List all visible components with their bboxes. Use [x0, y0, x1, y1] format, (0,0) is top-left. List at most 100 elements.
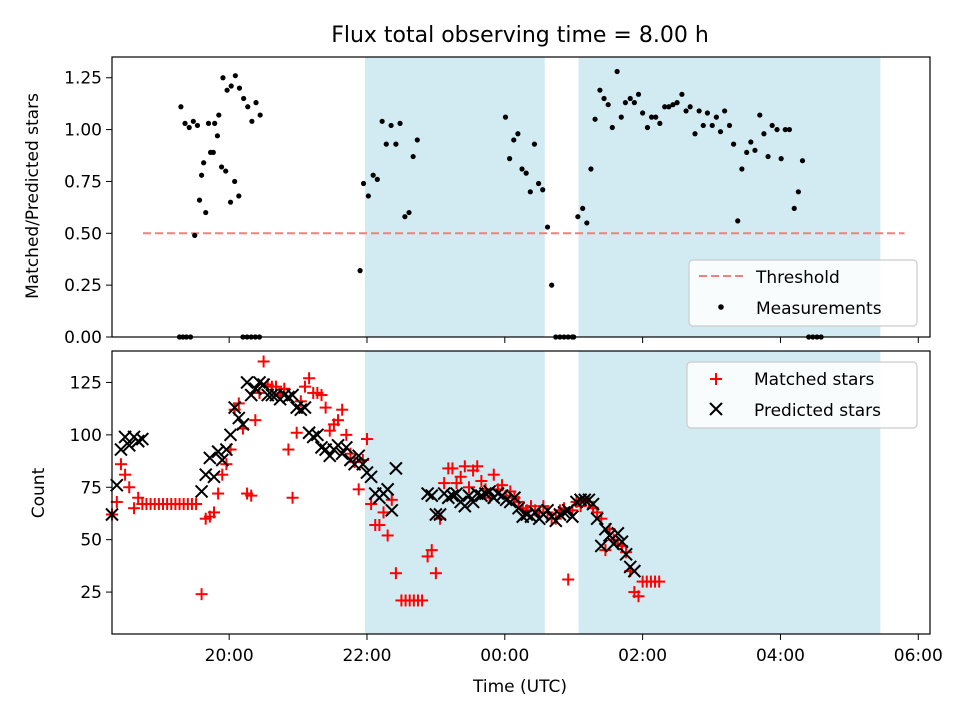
measurement-point — [618, 114, 624, 120]
x-tick-label: 06:00 — [894, 646, 943, 666]
predicted-star-marker — [478, 486, 493, 501]
matched-star-marker — [249, 414, 262, 427]
measurement-point — [253, 100, 259, 106]
predicted-star-marker — [586, 497, 600, 511]
measurement-point — [799, 158, 806, 164]
measurement-point — [614, 68, 620, 75]
matched-star-marker — [377, 506, 390, 519]
matched-star-marker — [475, 474, 488, 487]
matched-star-marker — [425, 544, 438, 557]
measurement-point — [653, 114, 659, 120]
predicted-star-marker — [615, 535, 629, 549]
measurement-point — [735, 218, 741, 224]
measurement-point — [374, 176, 380, 182]
y-tick-label: 25 — [80, 583, 102, 603]
predicted-star-marker — [565, 509, 580, 524]
measurement-point — [713, 114, 719, 120]
measurement-point — [224, 87, 230, 93]
predicted-star-marker — [211, 444, 225, 459]
measurement-point — [216, 112, 222, 118]
predicted-star-marker — [194, 484, 209, 499]
predicted-star-marker — [520, 507, 534, 522]
measurement-point — [795, 189, 801, 195]
predicted-star-marker — [203, 451, 217, 465]
predicted-star-marker — [385, 503, 399, 518]
y-tick-label: 75 — [80, 478, 102, 498]
measurement-point — [414, 137, 420, 143]
legend-bottom: Matched stars Predicted stars — [686, 361, 918, 429]
measurement-point — [657, 120, 663, 126]
axes-frame — [111, 350, 931, 635]
predicted-star-marker — [352, 449, 366, 463]
matched-star-marker — [360, 433, 373, 446]
matched-star-marker — [352, 483, 365, 496]
y-tick-label: 0.25 — [64, 276, 102, 296]
predicted-star-marker — [207, 470, 221, 484]
matched-star-marker — [446, 462, 459, 475]
legend-top: Threshold Measurements — [688, 259, 918, 327]
measurement-point — [178, 104, 184, 110]
y-tick-label: 50 — [80, 531, 102, 551]
measurement-point — [739, 166, 745, 172]
measurement-point — [257, 112, 263, 118]
predicted-star-marker — [256, 377, 271, 392]
predicted-star-marker — [491, 486, 505, 501]
matched-star-marker — [303, 372, 316, 385]
measurement-point — [670, 102, 676, 108]
predicted-star-marker — [248, 382, 263, 396]
measurement-point — [223, 168, 229, 174]
predicted-star-marker — [425, 488, 439, 503]
predicted-star-marker — [389, 461, 403, 476]
matched-star-marker — [245, 489, 258, 502]
measurement-point — [778, 156, 784, 162]
legend-matched-marker — [710, 373, 722, 385]
predicted-star-marker — [265, 388, 279, 402]
predicted-star-marker — [199, 467, 213, 482]
measurement-point — [232, 73, 238, 79]
measurement-point — [648, 114, 655, 120]
measurement-point — [597, 87, 603, 93]
axes-frame — [111, 56, 931, 338]
measurement-point — [502, 114, 509, 120]
measurement-point — [786, 126, 793, 133]
measurement-point — [249, 118, 255, 124]
matched-star-marker — [365, 498, 378, 511]
measurement-point — [360, 180, 367, 187]
matched-star-marker — [385, 493, 398, 506]
predicted-star-marker — [433, 507, 447, 522]
predicted-star-marker — [223, 428, 238, 442]
matched-star-marker — [562, 573, 575, 586]
measurement-point — [640, 110, 646, 116]
matched-star-marker — [195, 588, 208, 601]
predicted-star-marker — [449, 486, 464, 501]
predicted-star-marker — [306, 430, 320, 444]
measurement-point — [674, 100, 680, 106]
predicted-star-marker — [244, 388, 258, 402]
predicted-star-marker — [540, 503, 555, 518]
matched-star-marker — [298, 380, 311, 393]
matched-star-marker — [336, 403, 349, 416]
legend-measurement-marker — [718, 304, 724, 310]
measurement-point — [765, 153, 771, 160]
predicted-star-marker — [474, 488, 489, 503]
measurement-point — [370, 172, 376, 178]
measurement-point — [214, 133, 221, 139]
predicted-star-marker — [499, 493, 513, 507]
y-tick-label: 125 — [70, 373, 102, 393]
y-tick-label: 0.00 — [64, 328, 102, 348]
measurement-point — [717, 129, 724, 135]
predicted-star-marker — [482, 484, 497, 499]
measurement-point — [622, 100, 629, 106]
y-tick-label: 1.25 — [64, 69, 102, 89]
predicted-star-marker — [557, 505, 571, 520]
measurement-point — [580, 205, 586, 212]
measurement-point — [198, 172, 205, 178]
measurement-point — [201, 160, 207, 166]
measurement-point — [631, 100, 637, 106]
matched-star-marker — [438, 477, 451, 490]
predicted-star-marker — [441, 491, 456, 505]
predicted-star-marker — [611, 526, 625, 541]
matched-star-marker — [282, 443, 295, 456]
predicted-star-marker — [215, 453, 229, 467]
